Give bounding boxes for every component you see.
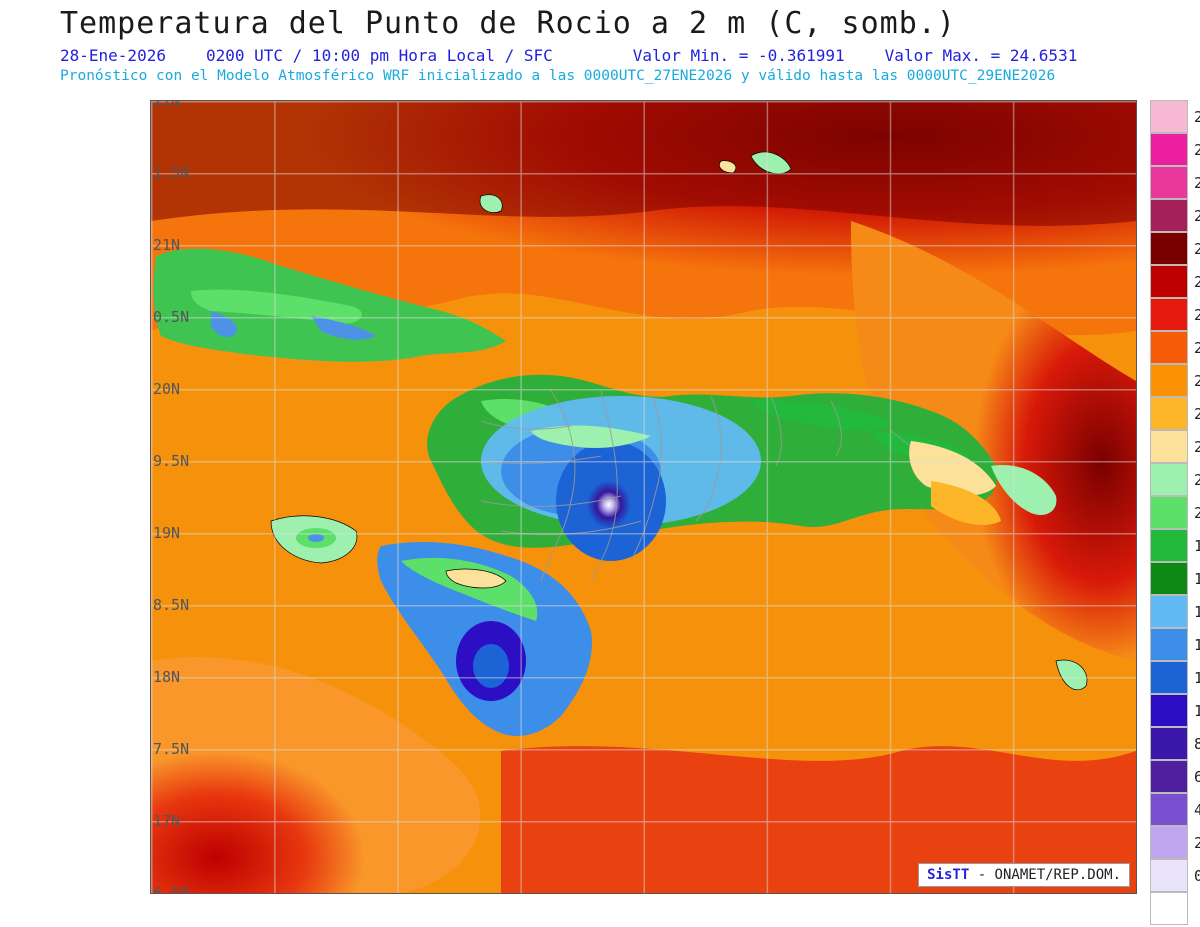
legend-swatch-28 bbox=[1150, 100, 1188, 133]
legend-swatch-18 bbox=[1150, 562, 1188, 595]
legend-label-4: 4 bbox=[1194, 801, 1200, 819]
legend-label-21: 21 bbox=[1194, 438, 1200, 456]
legend-label-23: 23 bbox=[1194, 306, 1200, 324]
legend-swatch-22.5 bbox=[1150, 331, 1188, 364]
legend-row-16: 16 bbox=[1150, 595, 1188, 628]
legend-label-0: 0 bbox=[1194, 867, 1200, 885]
legend-row-23: 23 bbox=[1150, 298, 1188, 331]
legend-swatch-23 bbox=[1150, 298, 1188, 331]
legend-label-22.5: 22.5 bbox=[1194, 339, 1200, 357]
logo-brand-text: SisTT bbox=[927, 867, 969, 883]
legend-swatch-23.5 bbox=[1150, 265, 1188, 298]
legend-row-21.5: 21.5 bbox=[1150, 397, 1188, 430]
legend-label-20: 20 bbox=[1194, 504, 1200, 522]
legend-swatch-6 bbox=[1150, 760, 1188, 793]
legend-row-27: 27 bbox=[1150, 133, 1188, 166]
legend-swatch-2 bbox=[1150, 826, 1188, 859]
legend-label-16: 16 bbox=[1194, 603, 1200, 621]
legend-swatch-26 bbox=[1150, 166, 1188, 199]
contour-map[interactable]: 22N 1.5N 21N 0.5N 20N 9.5N 19N 8.5N 18N 7.5N 17N 6.… bbox=[150, 100, 1137, 894]
legend-swatch-10 bbox=[1150, 694, 1188, 727]
legend-swatch-22 bbox=[1150, 364, 1188, 397]
legend-label-22: 22 bbox=[1194, 372, 1200, 390]
legend-row-23.5: 23.5 bbox=[1150, 265, 1188, 298]
weather-map-page: Temperatura del Punto de Rocio a 2 m (C,… bbox=[0, 0, 1200, 927]
subtitle-time: 0200 UTC / 10:00 pm Hora Local / SFC bbox=[206, 46, 553, 65]
legend-row-12: 12 bbox=[1150, 661, 1188, 694]
legend-swatch-0 bbox=[1150, 859, 1188, 892]
legend-row-20: 20 bbox=[1150, 496, 1188, 529]
page-title: Temperatura del Punto de Rocio a 2 m (C,… bbox=[60, 6, 956, 41]
legend-row-blank bbox=[1150, 892, 1188, 925]
subtitle-min: Valor Min. = -0.361991 bbox=[633, 46, 845, 65]
legend-swatch-20.5 bbox=[1150, 463, 1188, 496]
legend-row-25: 25 bbox=[1150, 199, 1188, 232]
legend-label-6: 6 bbox=[1194, 768, 1200, 786]
legend-swatch-8 bbox=[1150, 727, 1188, 760]
x-axis-ticks: 76W75W74W73W72W71W70W69W68W bbox=[151, 101, 1136, 893]
legend-label-10: 10 bbox=[1194, 702, 1200, 720]
legend-row-18: 18 bbox=[1150, 562, 1188, 595]
legend-row-8: 8 bbox=[1150, 727, 1188, 760]
legend-row-4: 4 bbox=[1150, 793, 1188, 826]
legend-swatch-4 bbox=[1150, 793, 1188, 826]
legend-label-27: 27 bbox=[1194, 141, 1200, 159]
subtitle-model-line: Pronóstico con el Modelo Atmosférico WRF… bbox=[60, 68, 1055, 84]
legend-swatch-16 bbox=[1150, 595, 1188, 628]
legend-swatch-27 bbox=[1150, 133, 1188, 166]
legend-row-28: 28 bbox=[1150, 100, 1188, 133]
legend-label-12: 12 bbox=[1194, 669, 1200, 687]
legend-swatch-20 bbox=[1150, 496, 1188, 529]
legend-row-0: 0 bbox=[1150, 859, 1188, 892]
legend-row-14: 14 bbox=[1150, 628, 1188, 661]
legend-label-14: 14 bbox=[1194, 636, 1200, 654]
legend-row-21: 21 bbox=[1150, 430, 1188, 463]
legend-label-24.5: 24.5 bbox=[1194, 240, 1200, 258]
legend-label-19: 19 bbox=[1194, 537, 1200, 555]
legend-label-28: 28 bbox=[1194, 108, 1200, 126]
legend-row-10: 10 bbox=[1150, 694, 1188, 727]
subtitle-row1: 28-Ene-2026 0200 UTC / 10:00 pm Hora Loca… bbox=[60, 46, 1077, 65]
legend-row-2: 2 bbox=[1150, 826, 1188, 859]
legend-label-18: 18 bbox=[1194, 570, 1200, 588]
legend-label-20.5: 20.5 bbox=[1194, 471, 1200, 489]
source-logo: SisTT - ONAMET/REP.DOM. bbox=[918, 863, 1130, 887]
color-legend[interactable]: 2827262524.523.52322.52221.52120.5201918… bbox=[1150, 100, 1188, 925]
legend-swatch-19 bbox=[1150, 529, 1188, 562]
legend-swatch-blank bbox=[1150, 892, 1188, 925]
legend-label-8: 8 bbox=[1194, 735, 1200, 753]
legend-label-2: 2 bbox=[1194, 834, 1200, 852]
legend-row-22: 22 bbox=[1150, 364, 1188, 397]
legend-label-25: 25 bbox=[1194, 207, 1200, 225]
legend-swatch-21 bbox=[1150, 430, 1188, 463]
legend-row-24.5: 24.5 bbox=[1150, 232, 1188, 265]
legend-row-26: 26 bbox=[1150, 166, 1188, 199]
legend-label-21.5: 21.5 bbox=[1194, 405, 1200, 423]
legend-swatch-25 bbox=[1150, 199, 1188, 232]
logo-suffix-text: - ONAMET/REP.DOM. bbox=[978, 867, 1121, 883]
legend-swatch-21.5 bbox=[1150, 397, 1188, 430]
subtitle-date: 28-Ene-2026 bbox=[60, 46, 166, 65]
legend-row-22.5: 22.5 bbox=[1150, 331, 1188, 364]
legend-row-20.5: 20.5 bbox=[1150, 463, 1188, 496]
legend-label-26: 26 bbox=[1194, 174, 1200, 192]
subtitle-max: Valor Max. = 24.6531 bbox=[885, 46, 1078, 65]
legend-label-23.5: 23.5 bbox=[1194, 273, 1200, 291]
legend-swatch-24.5 bbox=[1150, 232, 1188, 265]
legend-row-19: 19 bbox=[1150, 529, 1188, 562]
legend-swatch-12 bbox=[1150, 661, 1188, 694]
legend-swatch-14 bbox=[1150, 628, 1188, 661]
legend-row-6: 6 bbox=[1150, 760, 1188, 793]
